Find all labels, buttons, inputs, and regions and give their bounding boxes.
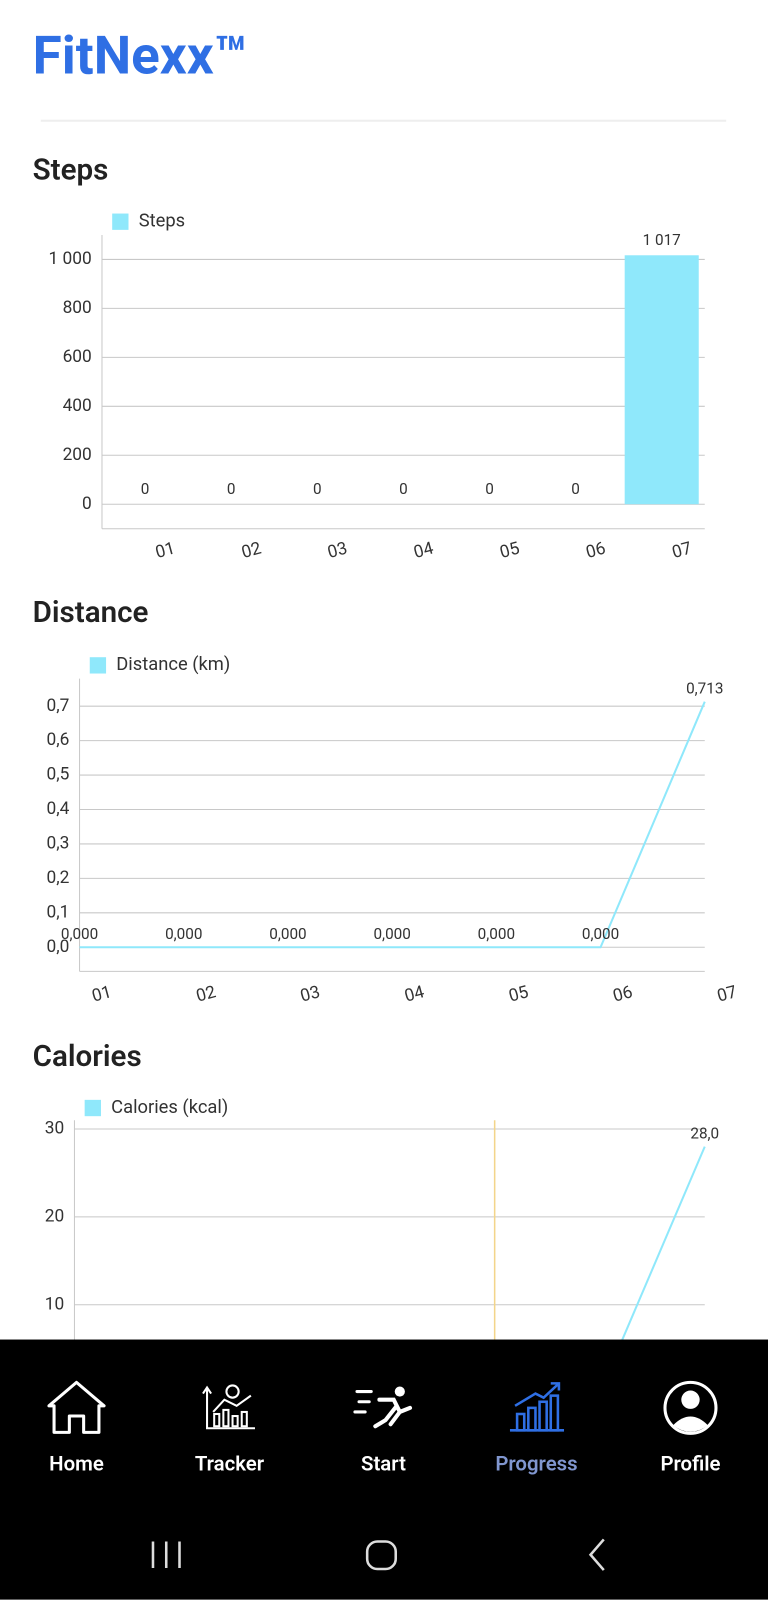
value-label: 28,0 bbox=[690, 1124, 719, 1142]
y-tick-label: 0 bbox=[82, 494, 92, 514]
y-tick-label: 0,3 bbox=[46, 834, 69, 854]
value-label: 0 bbox=[141, 480, 150, 498]
y-tick-label: 0,0 bbox=[46, 937, 69, 957]
value-label: 0,713 bbox=[686, 679, 723, 697]
y-tick-label: 0,1 bbox=[46, 902, 69, 922]
bar bbox=[624, 255, 699, 505]
y-tick-label: 0,7 bbox=[46, 696, 69, 716]
nav-label[interactable]: Progress bbox=[495, 1451, 577, 1475]
legend-label: Distance (km) bbox=[116, 654, 230, 675]
value-label: 0,000 bbox=[165, 925, 202, 943]
value-label: 0 bbox=[571, 480, 580, 498]
x-tick-label: 03 bbox=[326, 539, 350, 563]
nav-label[interactable]: Profile bbox=[660, 1451, 720, 1475]
value-label: 0 bbox=[227, 480, 236, 498]
line bbox=[79, 701, 706, 949]
system-bar bbox=[151, 1538, 605, 1571]
y-tick-label: 800 bbox=[63, 298, 92, 318]
value-label: 0,000 bbox=[582, 925, 619, 943]
y-tick-label: 0,4 bbox=[46, 799, 69, 819]
value-label: 0,000 bbox=[478, 925, 515, 943]
x-tick-label: 06 bbox=[611, 982, 635, 1006]
x-tick-label: 03 bbox=[298, 982, 322, 1006]
tracker-icon[interactable] bbox=[202, 1384, 255, 1430]
x-tick-label: 06 bbox=[584, 539, 608, 563]
section-title: Distance bbox=[33, 596, 149, 630]
app-title: FitNexx™ bbox=[33, 25, 248, 87]
nav-background bbox=[0, 1339, 768, 1600]
y-tick-label: 200 bbox=[63, 445, 92, 465]
section-title: Steps bbox=[33, 154, 109, 188]
x-tick-label: 01 bbox=[153, 539, 177, 563]
recents-button[interactable] bbox=[151, 1541, 181, 1568]
home-button[interactable] bbox=[365, 1540, 398, 1571]
value-label: 0 bbox=[399, 480, 408, 498]
y-tick-label: 10 bbox=[45, 1294, 64, 1314]
value-label: 0,000 bbox=[373, 925, 410, 943]
y-tick-label: 20 bbox=[45, 1206, 64, 1226]
bottom-navigation: Home Tracker Start Progress Profile bbox=[0, 1339, 768, 1600]
y-tick-label: 600 bbox=[63, 347, 92, 367]
legend-swatch bbox=[84, 1099, 101, 1117]
y-tick-label: 0,2 bbox=[46, 868, 69, 888]
y-tick-label: 1 000 bbox=[49, 249, 92, 269]
value-label: 0,000 bbox=[61, 925, 98, 943]
progress-icon[interactable] bbox=[509, 1382, 565, 1432]
legend-label: Steps bbox=[139, 211, 185, 232]
y-tick-label: 400 bbox=[63, 396, 92, 416]
value-label: 0,000 bbox=[269, 925, 306, 943]
x-tick-label: 01 bbox=[90, 982, 114, 1006]
y-tick-label: 30 bbox=[45, 1119, 64, 1139]
nav-label[interactable]: Start bbox=[361, 1451, 406, 1475]
y-tick-label: 0,5 bbox=[46, 765, 69, 785]
home-icon[interactable] bbox=[47, 1380, 106, 1434]
legend-swatch bbox=[89, 657, 107, 674]
back-button[interactable] bbox=[588, 1538, 605, 1571]
legend-swatch bbox=[112, 213, 129, 230]
value-label: 1 017 bbox=[643, 231, 681, 249]
nav-labels: Home Tracker Start Progress Profile bbox=[49, 1451, 720, 1475]
section-title: Calories bbox=[33, 1040, 142, 1074]
x-tick-label: 07 bbox=[670, 539, 694, 563]
legend-label: Calories (kcal) bbox=[111, 1097, 228, 1118]
nav-label[interactable]: Home bbox=[49, 1451, 104, 1475]
x-tick-label: 07 bbox=[715, 982, 739, 1006]
start-icon[interactable] bbox=[353, 1386, 413, 1429]
y-tick-label: 0,6 bbox=[46, 730, 69, 750]
value-label: 0 bbox=[485, 480, 494, 498]
value-label: 0 bbox=[313, 480, 322, 498]
nav-label[interactable]: Tracker bbox=[195, 1451, 265, 1475]
profile-icon[interactable] bbox=[663, 1380, 718, 1435]
